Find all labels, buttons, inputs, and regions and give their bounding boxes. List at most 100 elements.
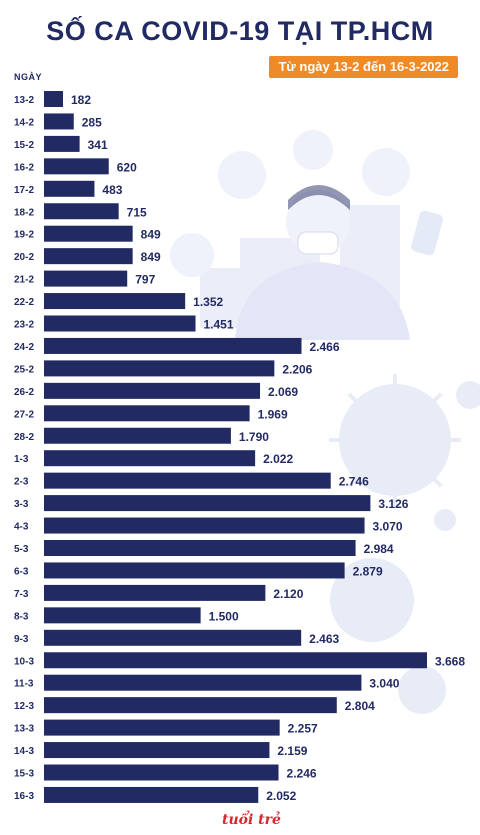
category-label: 9-3 <box>14 634 29 645</box>
category-label: 7-3 <box>14 589 29 600</box>
bar <box>44 203 119 220</box>
bar <box>44 562 345 579</box>
chart-title: SỐ CA COVID-19 TẠI TP.HCM <box>46 16 434 46</box>
value-label: 2.159 <box>277 744 307 758</box>
value-label: 2.746 <box>339 475 369 489</box>
category-label: 13-2 <box>14 95 34 106</box>
bar <box>44 382 261 399</box>
category-label: 3-3 <box>14 499 29 510</box>
category-label: 26-2 <box>14 387 34 398</box>
bar <box>44 315 196 332</box>
category-label: 2-3 <box>14 477 29 488</box>
value-label: 2.984 <box>364 542 394 556</box>
bar <box>44 135 80 152</box>
bar <box>44 337 302 354</box>
bar <box>44 158 109 175</box>
value-label: 483 <box>102 183 122 197</box>
value-label: 849 <box>141 250 161 264</box>
value-label: 3.070 <box>373 520 403 534</box>
bar <box>44 225 133 242</box>
category-label: 20-2 <box>14 252 34 263</box>
category-label: 16-2 <box>14 162 34 173</box>
value-label: 2.022 <box>263 452 293 466</box>
bar <box>44 674 362 691</box>
value-label: 2.804 <box>345 699 375 713</box>
value-label: 715 <box>127 205 147 219</box>
bar <box>44 764 279 781</box>
bar <box>44 584 266 601</box>
category-label: 25-2 <box>14 364 34 375</box>
value-label: 2.466 <box>309 340 339 354</box>
bar <box>44 786 259 803</box>
bar <box>44 652 427 669</box>
value-label: 285 <box>82 115 102 129</box>
category-label: 21-2 <box>14 275 34 286</box>
value-label: 1.451 <box>204 318 234 332</box>
bar <box>44 91 64 107</box>
category-label: 14-3 <box>14 746 34 757</box>
category-label: 24-2 <box>14 342 34 353</box>
bar <box>44 270 128 287</box>
date-range-badge: Từ ngày 13-2 đến 16-3-2022 <box>269 56 458 78</box>
bar <box>44 405 250 422</box>
category-label: 8-3 <box>14 611 29 622</box>
value-label: 2.463 <box>309 632 339 646</box>
value-label: 797 <box>135 273 155 287</box>
bar <box>44 742 270 759</box>
category-label: 18-2 <box>14 207 34 218</box>
bar <box>44 113 74 130</box>
category-label: 13-3 <box>14 724 34 735</box>
category-label: 17-2 <box>14 185 34 196</box>
category-label: 4-3 <box>14 522 29 533</box>
category-label: 15-2 <box>14 140 34 151</box>
value-label: 2.052 <box>266 789 296 803</box>
value-label: 341 <box>88 138 108 152</box>
bar <box>44 427 231 444</box>
value-label: 2.120 <box>273 587 303 601</box>
value-label: 3.126 <box>378 497 408 511</box>
category-label: 19-2 <box>14 230 34 241</box>
value-label: 620 <box>117 160 137 174</box>
category-label: 14-2 <box>14 117 34 128</box>
category-label: 23-2 <box>14 320 34 331</box>
value-label: 2.257 <box>288 722 318 736</box>
category-label: 1-3 <box>14 454 29 465</box>
bar <box>44 180 95 197</box>
category-label: 6-3 <box>14 566 29 577</box>
y-axis-label: NGÀY <box>14 72 43 82</box>
bar <box>44 248 133 265</box>
value-label: 2.069 <box>268 385 298 399</box>
bar <box>44 629 302 646</box>
category-label: 10-3 <box>14 656 34 667</box>
bar <box>44 472 331 489</box>
category-label: 16-3 <box>14 791 34 802</box>
value-label: 2.246 <box>287 767 317 781</box>
category-label: 15-3 <box>14 769 34 780</box>
category-label: 5-3 <box>14 544 29 555</box>
value-label: 2.879 <box>353 564 383 578</box>
category-label: 27-2 <box>14 409 34 420</box>
value-label: 1.969 <box>258 407 288 421</box>
category-label: 12-3 <box>14 701 34 712</box>
bar <box>44 540 356 556</box>
value-label: 182 <box>71 93 91 107</box>
value-label: 849 <box>141 228 161 242</box>
value-label: 3.668 <box>435 654 465 668</box>
bar <box>44 495 371 512</box>
bar <box>44 450 256 467</box>
value-label: 1.500 <box>209 609 239 623</box>
value-label: 3.040 <box>369 677 399 691</box>
value-label: 2.206 <box>282 362 312 376</box>
value-label: 1.790 <box>239 430 269 444</box>
bar <box>44 517 365 534</box>
tuoi-tre-logo: tuổi trẻ <box>222 812 281 828</box>
category-label: 22-2 <box>14 297 34 308</box>
bar <box>44 360 275 377</box>
category-label: 28-2 <box>14 432 34 443</box>
bar <box>44 697 337 714</box>
category-label: 11-3 <box>14 679 34 690</box>
bar <box>44 719 280 736</box>
bar <box>44 293 186 310</box>
